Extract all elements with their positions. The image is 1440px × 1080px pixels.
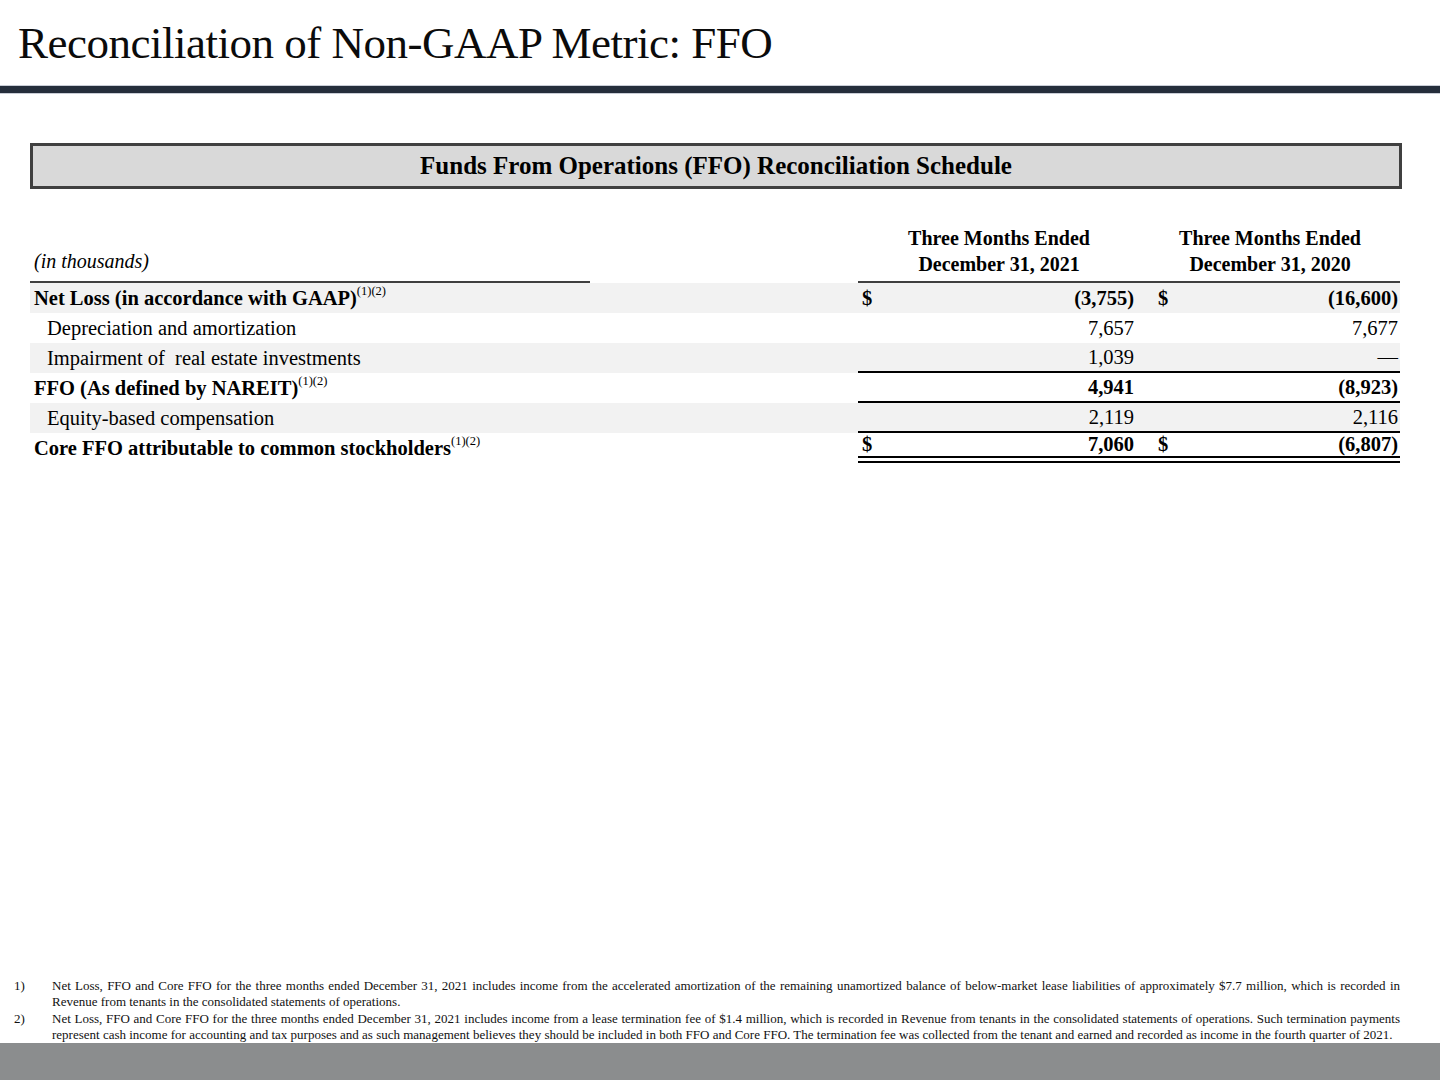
value-2020: — <box>1378 346 1399 369</box>
column-header-2020-line2: December 31, 2020 <box>1140 251 1400 277</box>
currency-symbol: $ <box>862 287 872 310</box>
row-label: Net Loss (in accordance with GAAP)(1)(2) <box>30 283 858 313</box>
row-label: Depreciation and amortization <box>30 313 858 343</box>
table-header-row: (in thousands) Three Months Ended Decemb… <box>30 225 1400 281</box>
schedule-title: Funds From Operations (FFO) Reconciliati… <box>420 152 1012 180</box>
units-note-cell: (in thousands) <box>30 250 858 281</box>
value-cell-2020: — <box>1140 343 1400 371</box>
row-label-text: Depreciation and amortization <box>47 317 296 340</box>
row-label-text: Impairment of real estate investments <box>47 347 361 370</box>
row-label-text: Equity-based compensation <box>47 407 274 430</box>
column-header-2021: Three Months Ended December 31, 2021 <box>858 225 1140 281</box>
value-cell-2021: 7,657 <box>858 313 1140 343</box>
value-cell-2021: $ 7,060 <box>858 433 1140 456</box>
row-label: Core FFO attributable to common stockhol… <box>30 433 858 463</box>
row-label: FFO (As defined by NAREIT)(1)(2) <box>30 373 858 403</box>
value-cell-2020: $ (16,600) <box>1140 283 1400 313</box>
column-header-2020: Three Months Ended December 31, 2020 <box>1140 225 1400 281</box>
table-row-net-loss: Net Loss (in accordance with GAAP)(1)(2)… <box>30 283 1400 313</box>
units-note: (in thousands) <box>30 250 858 281</box>
value-2021: 4,941 <box>1088 376 1134 399</box>
row-values: 7,657 7,677 <box>858 313 1400 343</box>
row-label: Impairment of real estate investments <box>30 343 858 373</box>
ffo-reconciliation-table: (in thousands) Three Months Ended Decemb… <box>30 225 1400 463</box>
column-header-2020-line1: Three Months Ended <box>1140 225 1400 251</box>
footnote-marker: 1) <box>14 978 52 1010</box>
footnote-2: 2) Net Loss, FFO and Core FFO for the th… <box>14 1011 1400 1043</box>
currency-symbol: $ <box>1158 433 1168 456</box>
page-title: Reconciliation of Non-GAAP Metric: FFO <box>0 0 1440 70</box>
value-2020: (8,923) <box>1338 376 1398 399</box>
value-2020: 7,677 <box>1352 317 1398 340</box>
row-label-text: FFO (As defined by NAREIT) <box>34 377 298 400</box>
currency-symbol: $ <box>862 433 872 456</box>
value-cell-2020: 2,116 <box>1140 403 1400 431</box>
schedule-title-box: Funds From Operations (FFO) Reconciliati… <box>30 143 1402 189</box>
row-values: 2,119 2,116 <box>858 403 1400 433</box>
row-values: $ 7,060 $ (6,807) <box>858 433 1400 463</box>
value-2021: 2,119 <box>1089 406 1134 429</box>
value-cell-2021: $ (3,755) <box>858 283 1140 313</box>
footnote-text: Net Loss, FFO and Core FFO for the three… <box>52 978 1400 1010</box>
table-row-depreciation: Depreciation and amortization 7,657 7,67… <box>30 313 1400 343</box>
value-cell-2020: 7,677 <box>1140 313 1400 343</box>
value-2021: (3,755) <box>1074 287 1134 310</box>
table-row-impairment: Impairment of real estate investments 1,… <box>30 343 1400 373</box>
row-values: $ (3,755) $ (16,600) <box>858 283 1400 313</box>
value-cell-2020: (8,923) <box>1140 373 1400 401</box>
value-2021: 7,657 <box>1088 317 1134 340</box>
column-header-2021-line1: Three Months Ended <box>858 225 1140 251</box>
row-values: 1,039 — <box>858 343 1400 373</box>
footnote-superscript: (1)(2) <box>298 374 327 389</box>
value-2020: (16,600) <box>1328 287 1398 310</box>
footnotes: 1) Net Loss, FFO and Core FFO for the th… <box>14 978 1400 1044</box>
row-label: Equity-based compensation <box>30 403 858 433</box>
value-2020: 2,116 <box>1353 406 1398 429</box>
title-divider-rule <box>0 85 1440 94</box>
footnote-text: Net Loss, FFO and Core FFO for the three… <box>52 1011 1400 1043</box>
footer-bar <box>0 1043 1440 1080</box>
row-label-text: Net Loss (in accordance with GAAP) <box>34 287 357 310</box>
column-headers: Three Months Ended December 31, 2021 Thr… <box>858 225 1400 281</box>
value-2020: (6,807) <box>1338 433 1398 456</box>
row-values: 4,941 (8,923) <box>858 373 1400 403</box>
footnote-superscript: (1)(2) <box>451 434 480 449</box>
table-row-core-ffo: Core FFO attributable to common stockhol… <box>30 433 1400 463</box>
value-cell-2021: 2,119 <box>858 403 1140 431</box>
value-cell-2021: 4,941 <box>858 373 1140 401</box>
footnote-superscript: (1)(2) <box>357 284 386 299</box>
value-cell-2020: $ (6,807) <box>1140 433 1400 456</box>
footnote-1: 1) Net Loss, FFO and Core FFO for the th… <box>14 978 1400 1010</box>
table-row-ffo: FFO (As defined by NAREIT)(1)(2) 4,941 (… <box>30 373 1400 403</box>
value-cell-2021: 1,039 <box>858 343 1140 371</box>
column-header-2021-line2: December 31, 2021 <box>858 251 1140 277</box>
footnote-marker: 2) <box>14 1011 52 1043</box>
value-2021: 7,060 <box>1088 433 1134 456</box>
table-row-equity-comp: Equity-based compensation 2,119 2,116 <box>30 403 1400 433</box>
currency-symbol: $ <box>1158 287 1168 310</box>
row-label-text: Core FFO attributable to common stockhol… <box>34 437 451 460</box>
value-2021: 1,039 <box>1088 346 1134 369</box>
